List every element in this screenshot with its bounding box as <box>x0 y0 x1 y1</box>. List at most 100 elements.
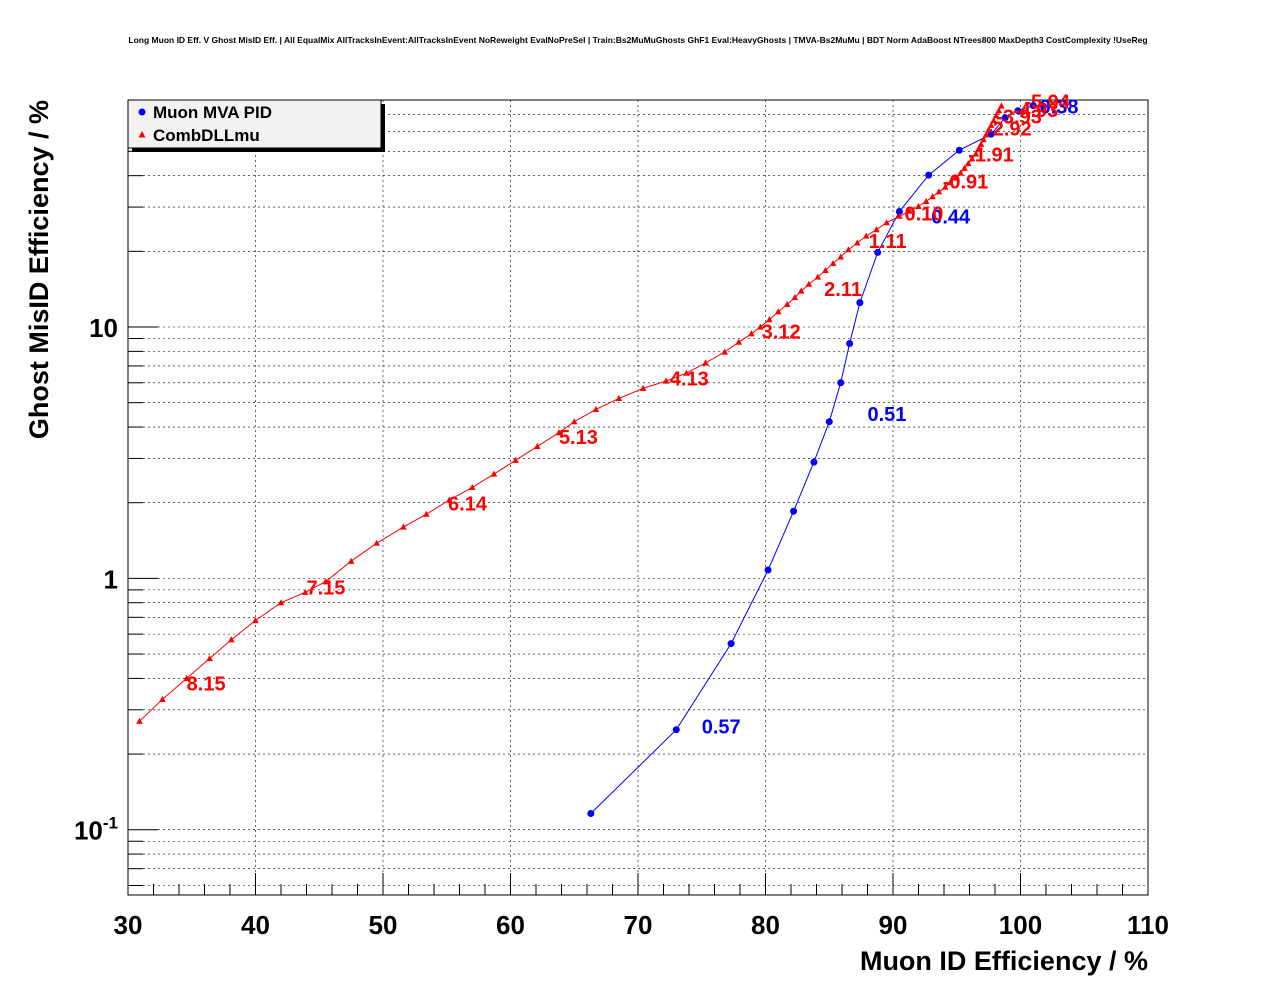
data-point <box>748 330 755 337</box>
data-point <box>400 523 407 530</box>
data-point <box>764 566 772 574</box>
data-point <box>791 294 799 301</box>
data-point <box>992 112 1000 119</box>
data-point <box>837 379 845 387</box>
data-point <box>615 394 623 401</box>
data-point <box>922 197 930 205</box>
data-point <box>672 726 680 734</box>
data-point <box>990 116 998 123</box>
point-labels: 0.57 0.51 0.44 0.38 8.15 7.15 6.14 5.13 4.13 3.12… <box>187 92 1079 739</box>
data-point <box>1039 102 1047 110</box>
data-point <box>972 150 980 157</box>
data-point <box>555 429 563 436</box>
data-point <box>854 239 861 246</box>
data-point <box>227 636 235 643</box>
data-point <box>301 588 309 595</box>
x-tick-label: 40 <box>241 910 270 940</box>
data-point <box>952 174 959 181</box>
data-point <box>252 616 259 624</box>
data-point <box>975 145 982 152</box>
data-point <box>862 232 870 239</box>
data-point <box>915 202 922 209</box>
data-point <box>277 599 285 606</box>
data-point <box>702 359 709 366</box>
data-label: -1.91 <box>968 145 1014 167</box>
data-point <box>957 169 964 176</box>
x-tick-label: 50 <box>369 910 398 940</box>
data-point <box>941 183 949 190</box>
data-point <box>845 246 852 253</box>
data-point <box>446 496 453 503</box>
legend-box <box>127 99 382 149</box>
data-point <box>895 208 903 216</box>
data-point <box>837 253 845 260</box>
data-point <box>896 212 903 219</box>
data-point <box>968 155 976 162</box>
data-point <box>987 121 995 128</box>
data-point <box>639 384 647 391</box>
series-layer <box>136 102 1047 818</box>
data-point <box>136 717 143 724</box>
x-tick-label: 80 <box>751 910 780 940</box>
y-tick-label: 10 <box>89 313 118 343</box>
data-label: -3.93 <box>996 106 1042 128</box>
series-line <box>590 105 1044 814</box>
data-point <box>805 280 813 287</box>
data-label: -2.92 <box>986 118 1032 140</box>
x-axis-title: Muon ID Efficiency / % <box>860 946 1148 976</box>
data-point <box>797 287 805 294</box>
data-point <box>977 140 985 147</box>
data-label: 2.11 <box>824 279 862 301</box>
data-point <box>1029 102 1037 110</box>
data-point <box>929 193 936 200</box>
data-point <box>906 207 913 214</box>
data-point <box>322 578 329 585</box>
x-tick-label: 100 <box>999 910 1042 940</box>
y-tick-label: 1 <box>104 564 118 594</box>
data-point <box>783 300 791 308</box>
data-point <box>935 188 943 195</box>
data-point <box>829 259 837 267</box>
data-point <box>822 266 829 273</box>
data-label: 0.44 <box>931 206 971 228</box>
legend-label-muon-mva-pid: Muon MVA PID <box>153 103 272 122</box>
x-tick-label: 30 <box>114 910 143 940</box>
data-point <box>825 418 833 426</box>
data-point <box>947 178 954 186</box>
data-label: -4.93 <box>1013 100 1059 122</box>
data-point <box>533 442 541 449</box>
data-point <box>347 557 355 564</box>
data-label: 0.51 <box>868 404 907 426</box>
data-point <box>727 640 735 648</box>
data-point <box>683 369 690 376</box>
data-label: 1.11 <box>869 231 907 253</box>
data-point <box>925 171 933 179</box>
data-point <box>982 131 990 138</box>
data-point <box>961 164 968 171</box>
data-point <box>183 674 190 681</box>
data-label: 0.38 <box>1040 97 1079 119</box>
data-label: 7.15 <box>307 577 346 599</box>
x-tick-label: 90 <box>879 910 908 940</box>
data-point <box>423 510 430 517</box>
data-point <box>757 323 764 330</box>
x-tick-label: 70 <box>624 910 653 940</box>
data-point <box>955 146 963 154</box>
y-tick-labels: 10-1 1 10 <box>74 313 118 846</box>
data-label: 8.15 <box>187 674 226 696</box>
legend-label-combdllmu: CombDLLmu <box>153 126 260 145</box>
series-combdllmu <box>136 102 1005 724</box>
data-point <box>810 458 818 466</box>
x-tick-label: 60 <box>496 910 525 940</box>
data-label: 4.13 <box>670 368 709 390</box>
data-point <box>774 308 782 315</box>
data-point <box>721 348 728 355</box>
data-point <box>998 102 1005 109</box>
data-label: 3.12 <box>762 321 801 343</box>
data-point <box>1014 107 1022 115</box>
data-point <box>373 539 380 546</box>
data-point <box>856 299 864 307</box>
y-axis-title: Ghost MisID Efficiency / % <box>24 100 54 439</box>
data-label: 5.13 <box>559 427 598 449</box>
data-label: -5.94 <box>1024 92 1070 114</box>
